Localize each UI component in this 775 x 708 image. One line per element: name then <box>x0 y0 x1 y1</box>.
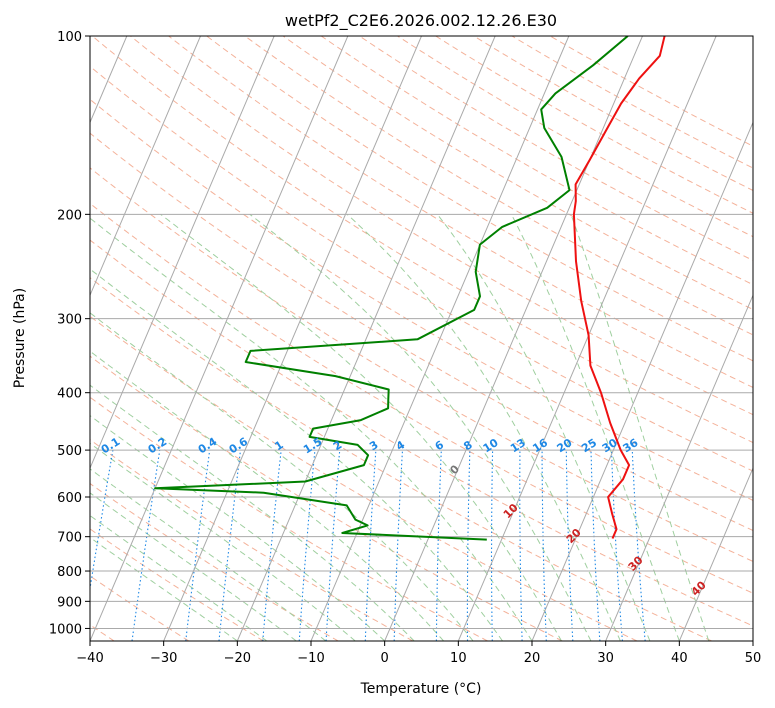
isotherm-line <box>384 36 643 641</box>
moist-adiabat <box>90 217 533 641</box>
x-tick-label: 50 <box>745 651 762 666</box>
dry-adiabat <box>244 36 753 336</box>
moist-adiabat <box>510 214 680 641</box>
y-axis-label: Pressure (hPa) <box>12 288 28 388</box>
isotherm-line <box>457 36 717 641</box>
x-tick-label: 10 <box>450 651 467 666</box>
y-tick-label: 200 <box>57 208 82 223</box>
x-tick-label: 40 <box>671 651 688 666</box>
y-tick-label: 900 <box>57 595 82 610</box>
dry-adiabat <box>130 36 753 416</box>
mixing-ratio-line <box>631 450 646 641</box>
x-tick-label: 30 <box>597 651 614 666</box>
isotherm-line <box>531 121 753 641</box>
mixing-ratio-line <box>262 450 282 641</box>
y-tick-label: 1000 <box>49 622 82 637</box>
y-axis-ticks: 100 200 300 400 500 600 700 800 900 1000 <box>49 30 90 637</box>
moist-adiabat <box>90 350 444 641</box>
dry-adiabats <box>90 36 753 641</box>
x-axis-ticks: −40 −30 −20 −10 0 10 20 30 40 50 <box>76 641 761 666</box>
sounding-series <box>154 36 666 541</box>
plot-frame <box>89 35 754 642</box>
moist-adiabat <box>570 214 710 641</box>
moist-adiabat <box>249 213 592 641</box>
x-tick-label: −30 <box>150 651 177 666</box>
moist-adiabat <box>90 442 356 641</box>
isotherm-line <box>90 36 275 470</box>
mixing-ratio-line <box>298 450 316 641</box>
y-tick-label: 500 <box>57 444 82 459</box>
isotherm-line <box>90 36 201 297</box>
temperature-line <box>572 36 666 539</box>
dry-adiabat <box>90 315 638 641</box>
isotherm-line <box>163 36 422 641</box>
dry-adiabat <box>90 132 753 532</box>
dewpoint-line <box>154 36 629 541</box>
mixing-ratio-line <box>90 450 114 593</box>
moist-adiabat <box>160 213 562 641</box>
mixing-ratio-line <box>218 450 242 641</box>
dry-adiabat <box>91 36 753 444</box>
dry-adiabat <box>90 277 712 641</box>
y-tick-label: 100 <box>57 30 82 45</box>
dry-adiabat <box>90 202 753 594</box>
moist-adiabat <box>90 514 268 641</box>
dry-adiabat <box>168 36 753 388</box>
moist-adiabat <box>90 492 297 641</box>
moist-adiabat <box>346 213 621 641</box>
dry-adiabat <box>90 482 339 641</box>
isotherm-line <box>605 294 753 641</box>
moist-adiabat <box>90 384 415 641</box>
moist-adiabats <box>90 213 710 641</box>
dry-adiabat <box>90 239 753 627</box>
y-tick-label: 700 <box>57 531 82 546</box>
isotherm-line <box>678 466 753 641</box>
moist-adiabat <box>90 268 503 641</box>
y-tick-label: 400 <box>57 387 82 402</box>
isotherm-line <box>310 36 570 641</box>
dry-adiabat <box>282 36 753 311</box>
moist-adiabat <box>90 312 474 641</box>
x-tick-label: −40 <box>76 651 103 666</box>
x-tick-label: −10 <box>297 651 324 666</box>
y-tick-label: 600 <box>57 491 82 506</box>
pressure-gridlines <box>90 36 753 629</box>
y-tick-label: 800 <box>57 565 82 580</box>
x-tick-label: 0 <box>381 651 389 666</box>
plot-area: 0.10.20.40.611.52346810131620253036-100-… <box>90 36 753 641</box>
moist-adiabat <box>90 536 238 641</box>
chart-title: wetPf2_C2E6.2026.002.12.26.E30 <box>285 11 557 31</box>
x-axis-label: Temperature (°C) <box>360 681 482 697</box>
dry-adiabat <box>90 355 563 641</box>
moist-adiabat <box>437 213 651 641</box>
dry-adiabat <box>90 98 753 501</box>
moist-adiabat <box>90 468 327 641</box>
moist-adiabat <box>90 414 386 641</box>
isotherms <box>90 36 753 641</box>
mixing-ratio-line <box>185 450 211 641</box>
isotherm-line <box>90 36 349 641</box>
isotherm-line <box>236 36 496 641</box>
y-tick-label: 300 <box>57 313 82 328</box>
x-tick-label: 20 <box>524 651 541 666</box>
dry-adiabat <box>90 528 264 641</box>
x-tick-label: −20 <box>224 651 251 666</box>
